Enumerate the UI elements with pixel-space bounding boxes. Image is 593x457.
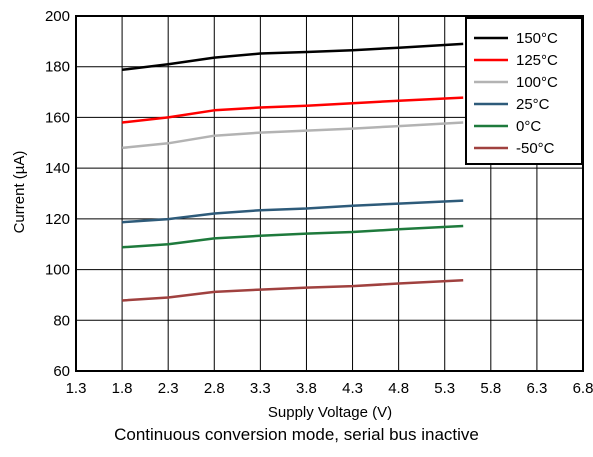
legend-box — [465, 17, 583, 165]
y-axis-label: Current (µA) — [11, 151, 28, 234]
x-tick-label: 3.3 — [250, 380, 271, 397]
y-tick-label: 180 — [45, 59, 70, 76]
legend-label: 150°C — [516, 30, 558, 47]
series-line — [121, 42, 464, 72]
x-tick-label: 4.8 — [388, 380, 409, 397]
y-tick-label: 120 — [45, 211, 70, 228]
x-tick-label: 5.3 — [434, 380, 455, 397]
x-axis-label: Supply Voltage (V) — [268, 404, 392, 421]
series-line — [121, 96, 464, 124]
x-tick-label: 3.8 — [296, 380, 317, 397]
y-tick-label: 80 — [53, 312, 70, 329]
series-line — [122, 224, 464, 249]
legend: 150°C 125°C 100°C 25°C 0°C -50°C — [465, 17, 583, 165]
x-tick-label: 2.3 — [158, 380, 179, 397]
legend-label: 25°C — [516, 96, 550, 113]
x-tick-label: 1.8 — [112, 380, 133, 397]
y-tick-label: 140 — [45, 160, 70, 177]
plot-frame — [75, 15, 584, 372]
series-line — [122, 278, 464, 302]
x-tick-label: 5.8 — [480, 380, 501, 397]
y-tick-label: 160 — [45, 109, 70, 126]
legend-label: 0°C — [516, 118, 541, 135]
legend-label: 125°C — [516, 52, 558, 69]
x-tick-label: 2.8 — [204, 380, 225, 397]
legend-label: 100°C — [516, 74, 558, 91]
y-tick-label: 200 — [45, 8, 70, 25]
x-tick-label: 6.8 — [573, 380, 593, 397]
legend-label: -50°C — [516, 140, 555, 157]
x-tick-label: 1.3 — [66, 380, 87, 397]
y-tick-label: 100 — [45, 262, 70, 279]
figure-caption: Continuous conversion mode, serial bus i… — [114, 425, 479, 444]
series-line — [122, 199, 464, 224]
x-tick-label: 6.3 — [526, 380, 547, 397]
x-tick-label: 4.3 — [342, 380, 363, 397]
y-tick-label: 60 — [53, 363, 70, 380]
series-line — [121, 121, 464, 150]
